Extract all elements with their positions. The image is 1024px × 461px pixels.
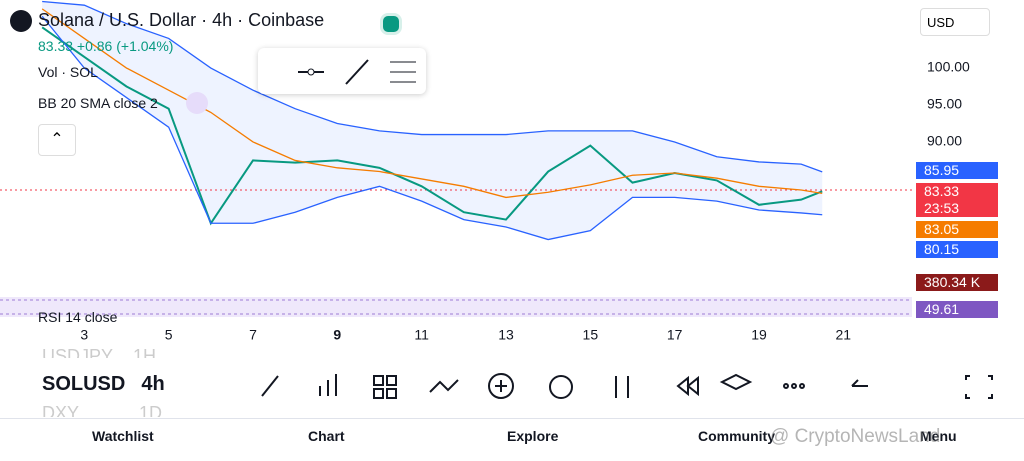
band-line — [41, 8, 823, 199]
x-tick-label: 3 — [80, 327, 88, 343]
nav-watchlist[interactable]: Watchlist — [92, 428, 154, 444]
nav-community[interactable]: Community — [698, 428, 775, 444]
symbol-text: SOLUSD — [42, 373, 126, 395]
upper-band-tag: 85.95 — [916, 162, 998, 179]
x-tick-label: 9 — [333, 327, 341, 343]
currency-select[interactable]: USD — [920, 8, 990, 36]
x-tick-label: 15 — [583, 327, 599, 343]
nav-explore[interactable]: Explore — [507, 428, 559, 444]
volume-tag: 380.34 K — [916, 274, 998, 291]
market-open — [380, 13, 402, 35]
band-fill — [42, 1, 823, 240]
interval-next: 1D — [139, 403, 163, 417]
drawing-toolbar[interactable] — [258, 48, 426, 94]
rsi-legend: RSI 14 close — [38, 309, 118, 325]
x-tick-label: 21 — [836, 327, 852, 343]
x-tick-label: 19 — [751, 327, 767, 343]
x-tick-label: 13 — [498, 327, 514, 343]
symbol-prev-text: USDJPY — [42, 346, 114, 358]
lower-band-tag: 80.15 — [916, 241, 998, 258]
indicator-icon[interactable] — [186, 92, 208, 114]
interval-prev: 1H — [133, 346, 157, 358]
nav-menu[interactable]: Menu — [920, 428, 957, 444]
last-price-tag: 83.33 — [916, 183, 998, 200]
drawing-tools — [298, 59, 416, 85]
interval: 4h — [141, 373, 165, 395]
symbol-next[interactable]: DXY 1D — [42, 403, 162, 417]
quote: 83.33 +0.86 (+1.04%) — [38, 38, 174, 54]
symbol-next-text: DXY — [42, 403, 80, 417]
collapse-button[interactable]: ⌃ — [38, 124, 76, 156]
basis-tag: 83.05 — [916, 221, 998, 238]
band-line — [41, 15, 823, 241]
x-tick-label: 5 — [165, 327, 173, 343]
rsi-tag: 49.61 — [916, 301, 998, 318]
band-line — [42, 0, 823, 173]
x-tick-label: 17 — [667, 327, 683, 343]
y-tick-label: 90.00 — [927, 133, 962, 149]
toolbar-icons[interactable] — [250, 368, 1000, 404]
symbol[interactable]: SOLUSD 4h — [42, 373, 165, 396]
volume-legend: Vol · SOL — [38, 64, 98, 80]
x-tick-label: 7 — [249, 327, 257, 343]
indicator-legend: BB 20 SMA close 2 — [38, 95, 158, 111]
y-tick-label: 100.00 — [927, 59, 970, 75]
symbol-prev[interactable]: USDJPY 1H — [42, 346, 156, 358]
rsi-panel — [0, 297, 912, 317]
chart: 90.00 95.00 100.00 3 5 7 9 11 13 15 17 19 21 — [0, 0, 970, 343]
countdown-tag: 23:53 — [916, 200, 998, 217]
y-tick-label: 95.00 — [927, 96, 962, 112]
watermark: @ CryptoNewsLand — [770, 426, 941, 447]
symbol-logo — [10, 10, 32, 32]
divider — [0, 418, 1024, 419]
x-tick-label: 11 — [414, 327, 429, 343]
symbol-title: Solana / U.S. Dollar · 4h · Coinbase — [38, 10, 325, 30]
price-line — [41, 26, 823, 226]
nav-chart[interactable]: Chart — [308, 428, 345, 444]
